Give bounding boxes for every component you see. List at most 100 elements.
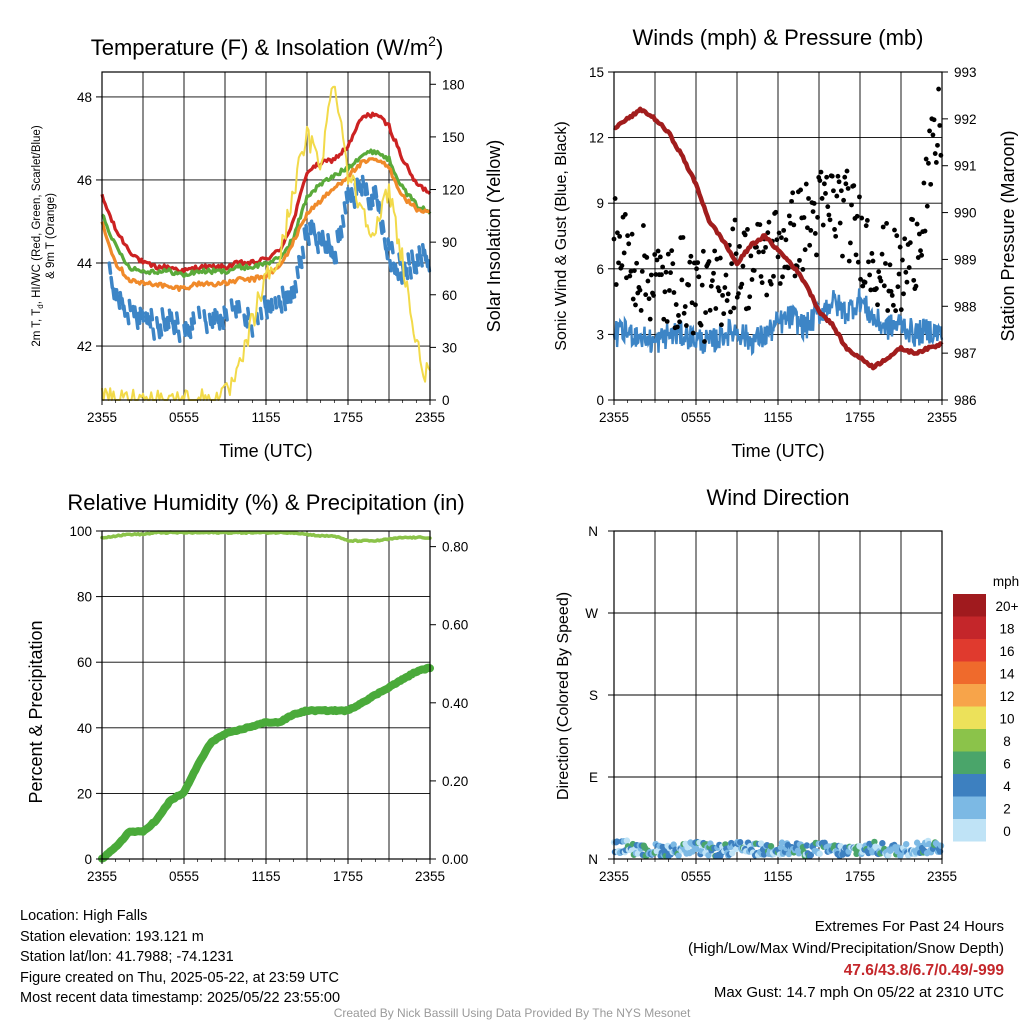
wind-panel: Winds (mph) & Pressure (mb) 2355 0555 1155…	[553, 25, 1018, 461]
gust-point	[874, 286, 879, 291]
legend-swatch	[953, 751, 986, 774]
gust-point	[637, 287, 643, 293]
legend-swatch	[953, 796, 986, 819]
dewpoint-mark	[333, 250, 339, 265]
y-tick-label: 48	[77, 90, 92, 105]
gust-point	[657, 254, 663, 260]
gust-point	[734, 294, 740, 300]
gust-point	[867, 272, 873, 278]
dewpoint-mark	[293, 280, 299, 294]
gust-point	[708, 283, 714, 289]
direction-point	[670, 841, 677, 848]
direction-point	[613, 838, 621, 845]
gust-point	[898, 307, 904, 313]
gust-point	[775, 254, 781, 260]
dewpoint-mark	[187, 325, 193, 340]
wind-xlabel: Time (UTC)	[731, 441, 824, 461]
dewpoint-mark	[366, 197, 371, 211]
y-tick-label: 20	[77, 786, 92, 801]
dewpoint-mark	[236, 299, 242, 314]
y2-tick-label: 0.00	[442, 852, 468, 867]
series-line	[98, 663, 434, 863]
gust-point	[895, 284, 901, 290]
speed-legend: mph 20+ 18 16 14 12 10 8 6 4 2 0	[953, 574, 1019, 842]
gust-point	[673, 302, 679, 307]
gust-point	[831, 188, 836, 194]
dewpoint-mark	[196, 305, 202, 320]
gust-point	[876, 269, 882, 275]
series-line	[100, 530, 432, 544]
gust-point	[687, 259, 693, 265]
dewpoint-mark	[280, 285, 286, 300]
dewpoint-mark	[406, 252, 412, 266]
y2-tick-label: 90	[442, 235, 457, 250]
y-tick-label: 6	[596, 262, 604, 277]
gust-point	[655, 248, 661, 254]
gust-point	[897, 244, 903, 250]
gust-point	[829, 173, 835, 179]
gust-point	[837, 220, 843, 226]
dewpoint-mark	[264, 306, 269, 320]
gust-point	[833, 233, 839, 239]
gust-point	[622, 212, 628, 217]
direction-point	[737, 839, 744, 846]
gust-point	[866, 259, 871, 265]
pressure-ylabel: Station Pressure (Maroon)	[998, 130, 1018, 341]
gust-point	[717, 255, 723, 261]
gust-point	[768, 281, 774, 287]
dewpoint-mark	[364, 182, 370, 196]
dewpoint-mark	[335, 229, 341, 244]
gust-point	[810, 209, 816, 215]
dewpoint-mark	[389, 240, 395, 255]
gust-point	[631, 268, 637, 274]
gust-point	[747, 294, 753, 300]
y2-tick-label: 120	[442, 183, 465, 198]
dewpoint-mark	[368, 197, 373, 211]
gust-point	[764, 292, 770, 298]
gust-point	[878, 278, 884, 284]
direction-point	[733, 845, 740, 853]
gust-point	[785, 265, 791, 271]
gust-point	[842, 174, 848, 180]
x-tick-label: 2355	[87, 410, 117, 425]
gust-point	[723, 272, 729, 278]
dewpoint-mark	[278, 300, 284, 314]
gust-point	[674, 324, 680, 330]
gust-point	[849, 202, 854, 208]
direction-tick-label: E	[589, 770, 598, 785]
station-latlon: Station lat/lon: 41.7988; -74.1231	[20, 949, 234, 965]
direction-point	[903, 840, 910, 848]
gust-point	[845, 186, 851, 191]
gust-point	[776, 230, 782, 236]
gust-point	[921, 180, 927, 186]
dewpoint-mark	[233, 305, 238, 319]
gust-point	[931, 117, 937, 123]
gust-point	[790, 190, 796, 196]
direction-point	[767, 843, 775, 850]
gust-point	[670, 261, 676, 267]
gust-point	[805, 225, 810, 231]
gust-point	[771, 273, 776, 279]
dewpoint-mark	[395, 267, 401, 282]
gust-point	[778, 235, 784, 241]
dewpoint-mark	[156, 325, 162, 340]
direction-tick-label: W	[585, 606, 598, 621]
dewpoint-mark	[287, 290, 293, 304]
gust-point	[781, 227, 787, 233]
rh-title: Relative Humidity (%) & Precipitation (i…	[67, 490, 464, 515]
temperature-series	[100, 85, 432, 401]
y2-tick-label: 991	[954, 159, 977, 174]
gust-point	[827, 217, 833, 223]
gust-point	[900, 257, 905, 263]
dewpoint-mark	[359, 183, 364, 197]
gust-point	[630, 296, 636, 302]
gust-point	[928, 181, 934, 187]
gust-point	[626, 241, 632, 247]
dewpoint-mark	[320, 229, 326, 244]
dewpoint-mark	[348, 189, 353, 203]
dewpoint-mark	[171, 321, 177, 336]
y-tick-label: 100	[69, 524, 92, 539]
temperature-grid	[102, 72, 430, 400]
legend-label: 12	[999, 689, 1014, 704]
